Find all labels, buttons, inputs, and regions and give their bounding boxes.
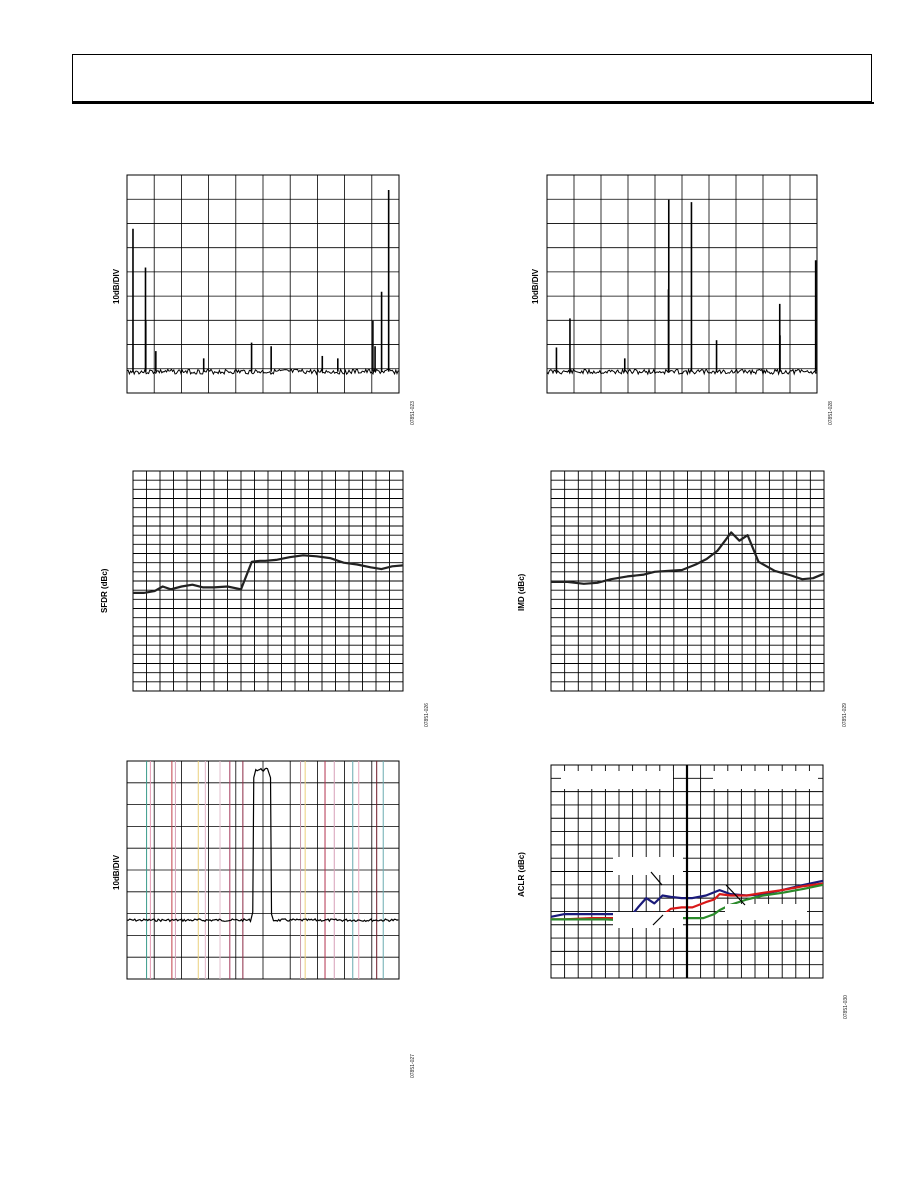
figure-id: 07851-028 xyxy=(828,401,834,425)
figure-id: 07851-029 xyxy=(842,703,848,727)
figure-id: 07851-027 xyxy=(410,1054,416,1078)
y-axis-label: 10dB/DIV xyxy=(112,854,121,890)
chart-panel-fig26 xyxy=(132,470,404,692)
figure-id: 07851-030 xyxy=(843,995,849,1019)
callout-box xyxy=(613,912,683,928)
legend-box-right xyxy=(713,771,818,789)
noise-floor-trace xyxy=(546,367,818,376)
y-axis-label: ACLR (dBc) xyxy=(517,852,526,897)
page-header-box xyxy=(72,54,872,102)
chart-panel-fig29 xyxy=(550,470,825,692)
spectrum-plot-fig28 xyxy=(546,174,818,394)
figure-id: 07851-023 xyxy=(410,401,416,425)
callout-arrow xyxy=(652,914,664,926)
y-axis-label: 10dB/DIV xyxy=(112,268,121,304)
chart-panel-fig28 xyxy=(546,174,818,394)
figure-id: 07851-026 xyxy=(424,703,430,727)
y-axis-label: SFDR (dBc) xyxy=(100,568,109,613)
sfdr-plot xyxy=(132,470,404,692)
callout-box xyxy=(725,904,807,920)
series-line xyxy=(551,882,824,922)
spectrum-plot-fig23 xyxy=(126,174,400,394)
page-header-rule xyxy=(72,102,874,104)
callout-arrow xyxy=(650,871,663,886)
callout-box xyxy=(613,857,683,875)
chart-panel-fig30 xyxy=(550,764,824,979)
noise-floor-trace xyxy=(126,367,399,376)
aclr-plot xyxy=(550,764,824,979)
channel-trace xyxy=(126,767,399,924)
spectrum-plot-fig27 xyxy=(126,760,400,980)
chart-panel-fig27 xyxy=(126,760,400,980)
y-axis-label: IMD (dBc) xyxy=(517,573,526,611)
legend-box-left xyxy=(561,771,673,789)
imd-plot xyxy=(550,470,825,692)
chart-panel-fig23 xyxy=(126,174,400,394)
y-axis-label: 10dB/DIV xyxy=(531,268,540,304)
callout-arrow xyxy=(725,884,746,906)
series-line xyxy=(133,554,404,595)
series-line xyxy=(551,531,825,585)
